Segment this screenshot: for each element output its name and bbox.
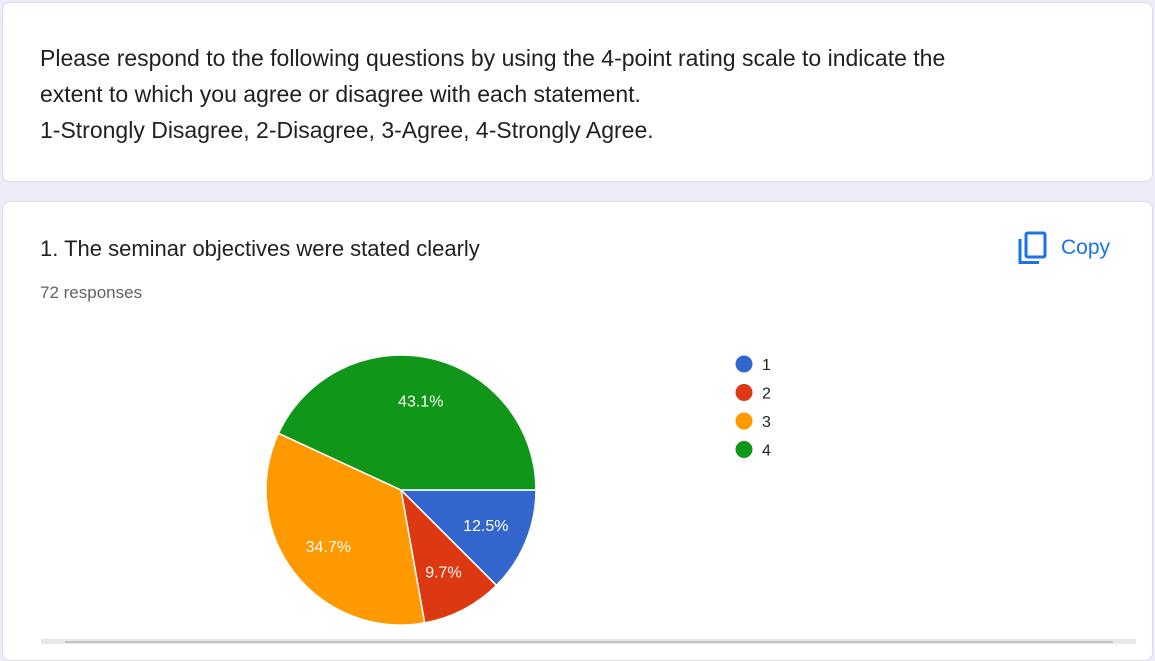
chart-scrollbar-thumb[interactable]: [65, 641, 1113, 643]
slice-label-3: 34.7%: [306, 539, 351, 556]
description-line: extent to which you agree or disagree wi…: [40, 81, 641, 107]
copy-chart-button[interactable]: Copy: [1013, 228, 1114, 268]
pie-slice-4[interactable]: [277, 354, 537, 491]
description-line: Please respond to the following question…: [40, 45, 946, 71]
legend-label-1: 1: [762, 357, 771, 374]
pie-slice-2[interactable]: [399, 487, 498, 624]
legend-item-3[interactable]: 3: [735, 412, 772, 432]
legend-swatch-4: [735, 441, 753, 458]
chart-scrollbar-track[interactable]: [41, 639, 1136, 644]
form-description-card: Please respond to the following question…: [2, 2, 1153, 182]
legend-swatch-2: [735, 384, 753, 401]
legend-label-3: 3: [762, 414, 771, 431]
legend-label-4: 4: [762, 443, 771, 460]
copy-label: Copy: [1061, 236, 1111, 259]
pie-slice-1[interactable]: [399, 489, 537, 587]
slice-label-1: 12.5%: [463, 518, 508, 535]
legend-swatch-3: [735, 412, 753, 430]
legend-item-4[interactable]: 4: [735, 441, 772, 460]
legend-label-2: 2: [762, 386, 771, 403]
slice-label-4: 43.1%: [398, 393, 443, 410]
slice-label-2: 9.7%: [425, 564, 461, 581]
pie-slice-3[interactable]: [265, 432, 426, 626]
legend-swatch-1: [735, 355, 753, 373]
legend-item-2[interactable]: 2: [735, 384, 772, 403]
question-summary-card: 1. The seminar objectives were stated cl…: [2, 201, 1153, 661]
response-count: 72 responses: [40, 283, 143, 302]
form-description: Please respond to the following question…: [40, 40, 945, 148]
pie-chart: 12.5% 9.7% 34.7% 43.1% 1 2 3 4: [265, 354, 772, 626]
description-line: 1-Strongly Disagree, 2-Disagree, 3-Agree…: [40, 117, 654, 143]
copy-icon: [1018, 231, 1047, 264]
legend-item-1[interactable]: 1: [735, 355, 772, 375]
question-title: 1. The seminar objectives were stated cl…: [40, 236, 480, 261]
